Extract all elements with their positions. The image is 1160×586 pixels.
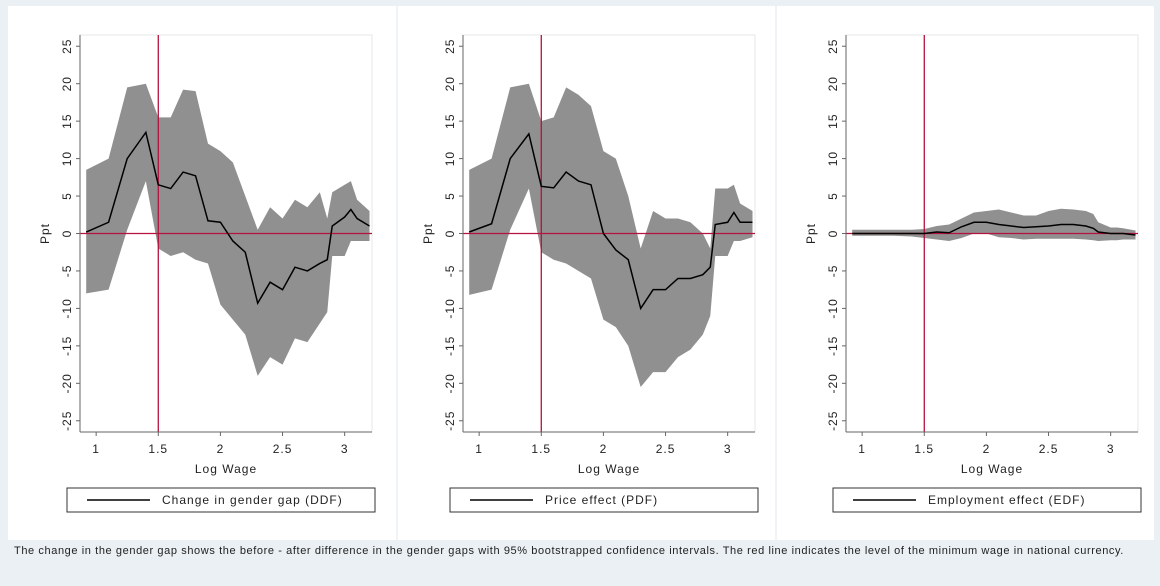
y-tick-label: 25 [60, 39, 74, 54]
y-tick-label: -10 [443, 298, 457, 318]
x-tick-label: 1.5 [531, 442, 551, 456]
panel-area [8, 6, 1154, 540]
x-tick-label: 1 [92, 442, 100, 456]
y-axis-label: Ppt [804, 223, 818, 244]
y-axis-label: Ppt [38, 223, 52, 244]
y-tick-label: -10 [60, 298, 74, 318]
x-axis-label: Log Wage [961, 462, 1023, 476]
confidence-band [86, 83, 370, 376]
x-tick-label: 1.5 [914, 442, 934, 456]
y-tick-label: 0 [443, 230, 457, 238]
x-tick-label: 1.5 [148, 442, 168, 456]
y-tick-label: 10 [443, 151, 457, 166]
x-tick-label: 2 [600, 442, 608, 456]
x-tick-label: 3 [724, 442, 732, 456]
legend-label: Price effect (PDF) [545, 493, 658, 507]
y-tick-label: 15 [443, 113, 457, 128]
x-tick-label: 2.5 [656, 442, 676, 456]
y-tick-label: -20 [443, 373, 457, 393]
x-tick-label: 3 [1107, 442, 1115, 456]
line [468, 132, 753, 311]
y-tick-label: -25 [443, 411, 457, 431]
x-tick-label: 2 [217, 442, 225, 456]
y-tick-label: 15 [826, 113, 840, 128]
line [852, 221, 1136, 236]
y-tick-label: 5 [60, 192, 74, 200]
y-tick-label: 20 [443, 76, 457, 91]
y-tick-label: 10 [826, 151, 840, 166]
x-tick-label: 2 [983, 442, 991, 456]
x-tick-label: 2.5 [1039, 442, 1059, 456]
y-tick-label: 15 [60, 113, 74, 128]
y-tick-label: -5 [826, 265, 840, 278]
y-tick-label: -25 [826, 411, 840, 431]
confidence-band [469, 83, 753, 388]
x-axis-label: Log Wage [195, 462, 257, 476]
y-tick-label: 0 [826, 230, 840, 238]
y-axis-label: Ppt [421, 223, 435, 244]
legend-label: Employment effect (EDF) [928, 493, 1085, 507]
y-tick-label: 25 [826, 39, 840, 54]
x-tick-label: 1 [858, 442, 866, 456]
y-tick-label: 0 [60, 230, 74, 238]
y-tick-label: 10 [60, 151, 74, 166]
y-tick-label: 5 [443, 192, 457, 200]
line [85, 130, 370, 306]
y-tick-label: -5 [60, 265, 74, 278]
y-tick-label: -15 [826, 336, 840, 356]
x-axis-label: Log Wage [578, 462, 640, 476]
x-tick-label: 1 [475, 442, 483, 456]
legend-label: Change in gender gap (DDF) [162, 493, 343, 507]
y-tick-label: -25 [60, 411, 74, 431]
y-tick-label: -15 [60, 336, 74, 356]
y-tick-label: 25 [443, 39, 457, 54]
y-tick-label: -20 [60, 373, 74, 393]
x-tick-label: 2.5 [273, 442, 293, 456]
y-tick-label: 20 [826, 76, 840, 91]
y-tick-label: 20 [60, 76, 74, 91]
y-tick-label: -20 [826, 373, 840, 393]
y-tick-label: -10 [826, 298, 840, 318]
caption: The change in the gender gap shows the b… [14, 545, 1124, 557]
y-tick-label: 5 [826, 192, 840, 200]
y-tick-label: -15 [443, 336, 457, 356]
x-tick-label: 3 [341, 442, 349, 456]
y-tick-label: -5 [443, 265, 457, 278]
